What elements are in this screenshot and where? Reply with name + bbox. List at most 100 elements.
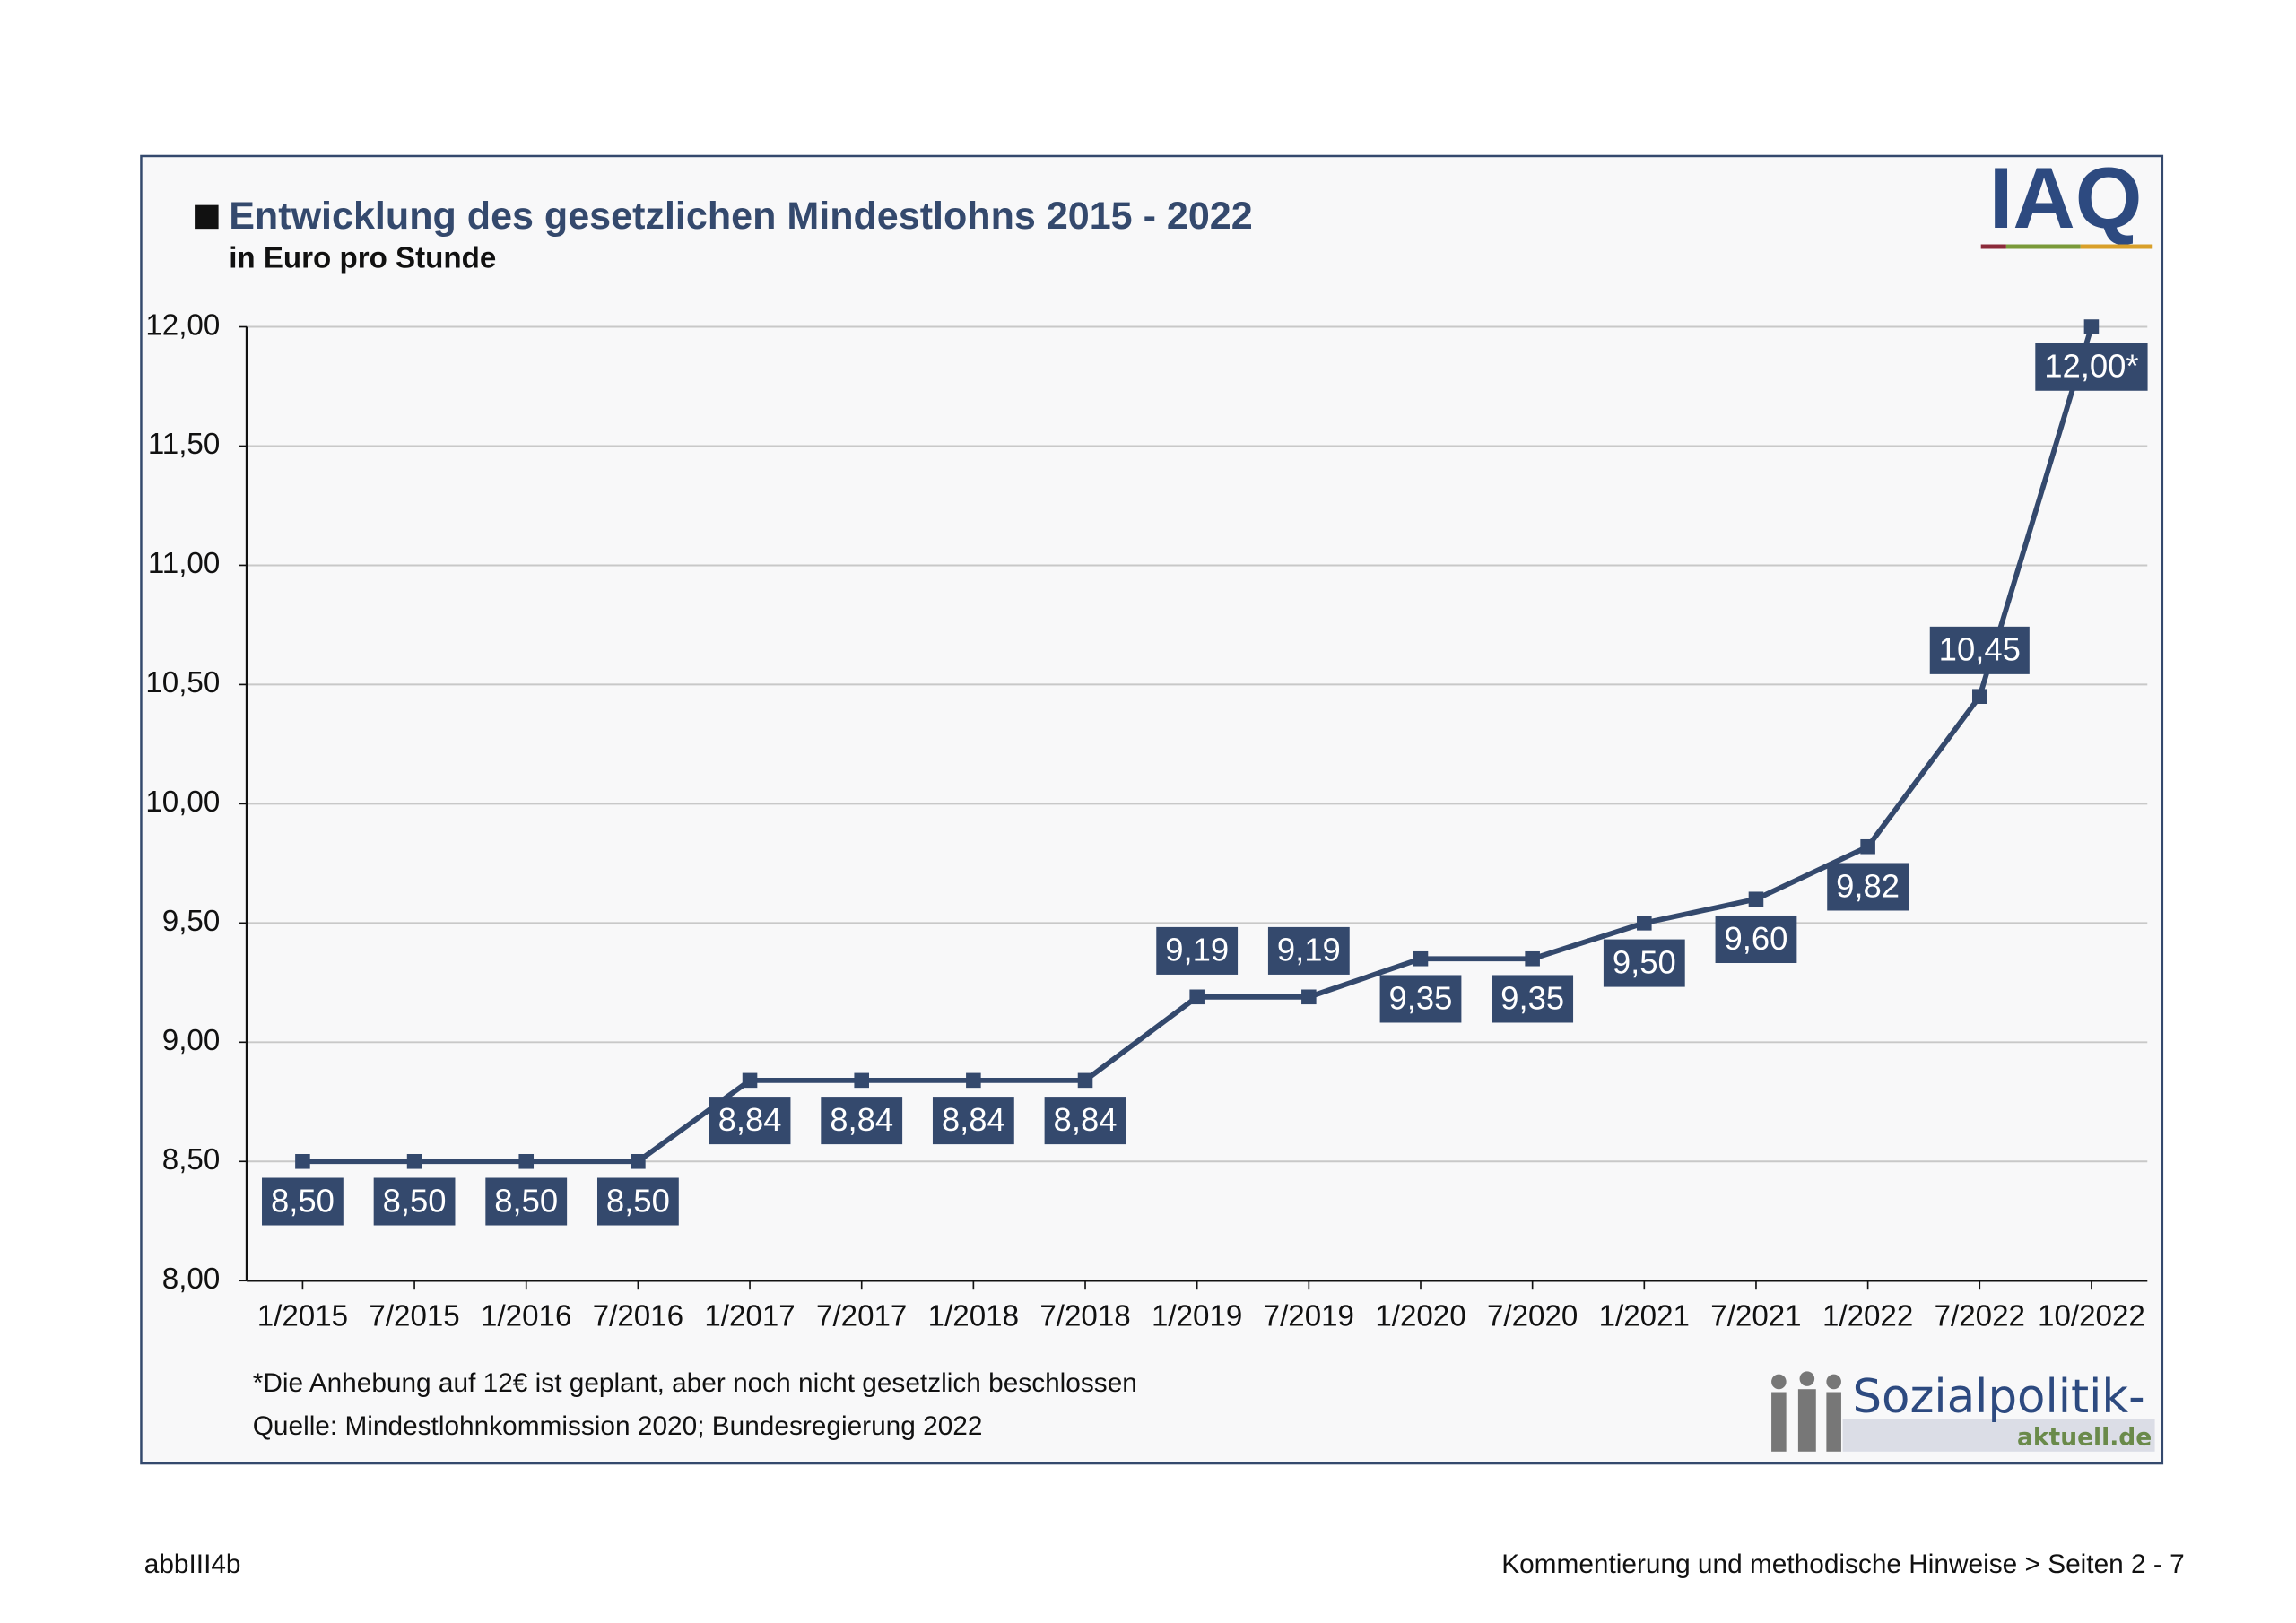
logo-figures <box>1771 1371 1841 1452</box>
value-label: 8,84 <box>1044 1097 1126 1145</box>
data-point <box>1637 916 1652 931</box>
data-point <box>406 1153 422 1169</box>
data-point <box>2083 319 2100 334</box>
title-bullet <box>195 204 219 230</box>
value-label-text: 8,50 <box>494 1182 558 1219</box>
y-tick-label: 11,00 <box>148 547 220 580</box>
data-point <box>295 1153 310 1169</box>
x-tick-label: 7/2022 <box>1935 1299 2025 1332</box>
value-label: 8,50 <box>485 1177 568 1226</box>
iaq-logo: IAQ <box>1989 151 2143 247</box>
x-tick-label: 7/2019 <box>1264 1299 1354 1332</box>
value-label: 9,19 <box>1267 926 1350 975</box>
value-label-box <box>932 1097 1014 1145</box>
x-tick-label: 1/2016 <box>481 1299 571 1332</box>
value-label-box <box>1156 926 1239 975</box>
value-label-box <box>1603 939 1685 987</box>
x-tick-label: 7/2021 <box>1710 1299 1801 1332</box>
x-tick-label: 7/2020 <box>1487 1299 1578 1332</box>
value-label-text: 8,84 <box>718 1101 782 1138</box>
x-tick-label: 7/2016 <box>593 1299 683 1332</box>
footnote: *Die Anhebung auf 12€ ist geplant, aber … <box>253 1368 1137 1398</box>
data-point <box>742 1072 758 1089</box>
x-tick-label: 7/2018 <box>1039 1299 1130 1332</box>
y-tick-label: 8,50 <box>162 1143 220 1176</box>
x-tick-label: 1/2017 <box>704 1299 795 1332</box>
x-tick-label: 1/2018 <box>928 1299 1019 1332</box>
value-label-text: 9,82 <box>1836 867 1900 904</box>
y-tick-label: 10,50 <box>145 666 220 699</box>
y-tick-label: 9,00 <box>162 1024 220 1057</box>
data-point <box>854 1072 869 1089</box>
x-tick-label: 1/2021 <box>1599 1299 1690 1332</box>
footer-right: Kommentierung und methodische Hinweise >… <box>1501 1549 2184 1579</box>
data-point <box>631 1153 646 1169</box>
value-label-text: 8,50 <box>383 1182 447 1219</box>
sozialpolitik-logo: Sozialpolitik- <box>1852 1370 2144 1424</box>
value-label-text: 8,84 <box>1054 1101 1118 1138</box>
value-label-box <box>596 1177 679 1226</box>
value-label: 8,84 <box>709 1097 791 1145</box>
value-label-text: 8,84 <box>830 1101 893 1138</box>
data-point <box>1860 838 1875 855</box>
value-label-text: 9,19 <box>1277 932 1341 968</box>
value-label-box <box>709 1097 791 1145</box>
y-tick-label: 9,50 <box>162 905 220 938</box>
data-point <box>518 1153 535 1169</box>
data-point <box>966 1072 981 1089</box>
value-label-box <box>262 1177 344 1226</box>
y-tick-label: 11,50 <box>148 428 220 461</box>
value-label: 9,19 <box>1156 926 1239 975</box>
logo-band <box>1842 1419 2155 1452</box>
value-label: 8,50 <box>596 1177 679 1226</box>
value-label: 9,60 <box>1715 915 1797 964</box>
value-label-text: 10,45 <box>1939 631 2021 668</box>
value-label-box <box>1379 975 1462 1023</box>
y-tick-label: 12,00 <box>145 308 220 342</box>
value-label: 9,50 <box>1603 939 1685 987</box>
source-note: Quelle: Mindestlohnkommission 2020; Bund… <box>253 1411 983 1441</box>
value-label: 8,84 <box>932 1097 1014 1145</box>
y-tick-label: 10,00 <box>145 785 220 819</box>
value-label: 9,82 <box>1827 863 1909 911</box>
footer-left: abbIII4b <box>144 1549 241 1579</box>
data-point <box>1971 689 1987 704</box>
value-label-text: 8,50 <box>606 1182 670 1219</box>
value-label-box <box>1715 915 1797 964</box>
data-point <box>1189 989 1205 1005</box>
value-label: 8,84 <box>821 1097 903 1145</box>
chart-frame <box>140 154 2164 1465</box>
chart-title: Entwicklung des gesetzlichen Mindestlohn… <box>229 195 1253 238</box>
aktuell-logo: aktuell.de <box>2017 1423 2152 1451</box>
data-point <box>1077 1072 1093 1089</box>
value-label-text: 9,35 <box>1500 979 1564 1016</box>
value-label-text: 9,35 <box>1389 979 1453 1016</box>
value-label: 9,35 <box>1492 975 1574 1023</box>
value-label: 10,45 <box>1929 626 2030 674</box>
value-label-box <box>1492 975 1574 1023</box>
data-point <box>1525 950 1540 967</box>
x-tick-label: 1/2015 <box>257 1299 348 1332</box>
value-label-box <box>821 1097 903 1145</box>
value-label-box <box>1267 926 1350 975</box>
value-label-text: 9,50 <box>1613 943 1676 980</box>
x-tick-label: 7/2015 <box>369 1299 459 1332</box>
value-label: 12,00* <box>2035 343 2148 391</box>
x-tick-label: 1/2022 <box>1822 1299 1913 1332</box>
value-label-box <box>1827 863 1909 911</box>
value-label-box <box>373 1177 456 1226</box>
value-label-text: 9,19 <box>1165 932 1229 968</box>
x-tick-label: 1/2020 <box>1375 1299 1465 1332</box>
x-tick-label: 7/2017 <box>816 1299 907 1332</box>
x-tick-label: 10/2022 <box>2038 1299 2145 1332</box>
chart-subtitle: in Euro pro Stunde <box>229 242 496 275</box>
data-point <box>1413 950 1429 967</box>
value-label: 9,35 <box>1379 975 1462 1023</box>
value-label: 8,50 <box>262 1177 344 1226</box>
value-label-box <box>2035 343 2148 391</box>
value-label-box <box>485 1177 568 1226</box>
value-label-box <box>1044 1097 1126 1145</box>
value-label-text: 12,00* <box>2044 348 2138 385</box>
value-label-text: 8,50 <box>271 1182 335 1219</box>
